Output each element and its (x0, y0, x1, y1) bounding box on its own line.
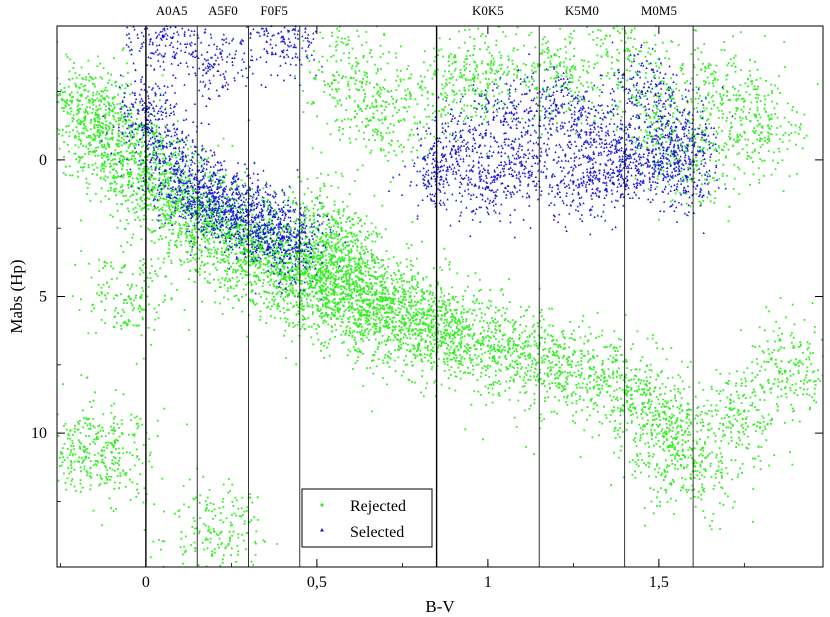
legend-selected-marker (320, 528, 324, 532)
selected-point-1 (161, 144, 165, 148)
rejected-point-12 (281, 265, 285, 268)
rejected-point-25 (555, 363, 558, 367)
rejected-point-44 (83, 445, 86, 449)
y-tick-label-1: 5 (39, 289, 47, 306)
x-tick-label-0: 0 (142, 574, 150, 591)
selected-point-7 (264, 224, 267, 227)
selected-point-9 (295, 246, 298, 249)
rejected-point-37 (555, 76, 558, 80)
rejected-point-41 (315, 226, 319, 230)
rejected-point-19 (401, 317, 404, 320)
rejected-point-46 (213, 530, 216, 533)
x-axis-title: B-V (425, 597, 455, 616)
rejected-point-42 (332, 254, 336, 257)
spectral-divider-lines (145, 26, 694, 567)
band-label-4: K5M0 (565, 3, 599, 18)
selected-point-12 (281, 35, 285, 39)
legend-rejected-marker (320, 503, 324, 507)
rejected-point-5 (161, 183, 165, 186)
rejected-point-31 (657, 117, 661, 121)
x-tick-label-3: 1,5 (649, 574, 669, 591)
rejected-point-29 (674, 437, 678, 440)
selected-point-26 (684, 175, 688, 178)
spectral-band-labels: A0A5 A5F0 F0F5 K0K5 K5M0 M0M5 (156, 3, 677, 18)
rejected-point-33 (725, 90, 729, 93)
selected-point-11 (213, 63, 216, 66)
rejected-point-17 (366, 303, 370, 307)
rejected-point-1 (93, 117, 96, 121)
band-label-3: K0K5 (472, 3, 504, 18)
selected-point-2 (178, 180, 182, 183)
x-tick-label-2: 1 (484, 574, 492, 591)
rejected-point-11 (264, 256, 267, 260)
selected-point-18 (555, 103, 558, 107)
selected-point-10 (161, 35, 165, 39)
selected-point-21 (606, 172, 609, 175)
x-tick-label-1: 0,5 (307, 574, 327, 591)
selected-point-23 (640, 90, 644, 93)
rejected-point-3 (127, 158, 131, 162)
rejected-point-36 (486, 63, 490, 66)
selected-point-4 (213, 199, 216, 203)
rejected-point-0 (76, 98, 79, 102)
legend-rejected-label: Rejected (350, 498, 406, 515)
rejected-point-26 (589, 374, 592, 378)
rejected-point-24 (520, 352, 524, 356)
rejected-point-45 (110, 450, 113, 454)
rejected-point-49 (794, 363, 797, 367)
selected-point-16 (503, 117, 507, 121)
rejected-point-23 (486, 344, 490, 348)
rejected-cloud (56, 25, 824, 568)
rejected-point-6 (178, 199, 182, 203)
y-tick-label-0: 0 (39, 152, 47, 169)
selected-point-8 (281, 235, 285, 238)
selected-point-5 (230, 207, 233, 211)
rejected-point-22 (452, 333, 456, 337)
rejected-point-35 (452, 90, 456, 93)
selected-point-24 (657, 164, 661, 167)
x-axis-ticks: 0 0,5 1 1,5 (60, 26, 745, 591)
rejected-points (56, 25, 824, 568)
rejected-point-18 (384, 311, 387, 315)
rejected-point-40 (384, 117, 387, 121)
band-label-2: F0F5 (260, 3, 287, 18)
selected-point-14 (452, 144, 456, 148)
legend-box (301, 488, 433, 548)
rejected-point-16 (349, 295, 353, 298)
rejected-point-2 (110, 136, 113, 140)
selected-point-15 (486, 185, 490, 189)
y-tick-label-2: 10 (31, 425, 47, 442)
rejected-point-43 (349, 267, 353, 271)
rejected-point-20 (418, 322, 421, 326)
legend-selected-label: Selected (350, 524, 404, 541)
y-axis-ticks: 0 5 10 (31, 91, 823, 502)
rejected-point-14 (315, 281, 319, 285)
legend: Rejected Selected (301, 488, 433, 548)
rejected-point-48 (743, 410, 746, 413)
rejected-point-39 (349, 76, 353, 80)
rejected-point-28 (657, 412, 661, 416)
y-axis-title: Mabs (Hp) (7, 259, 26, 333)
band-label-0: A0A5 (156, 3, 188, 18)
rejected-point-34 (760, 131, 763, 134)
rejected-point-47 (127, 295, 131, 298)
selected-point-19 (572, 180, 575, 183)
selected-point-17 (520, 164, 524, 167)
rejected-point-15 (332, 289, 336, 293)
selected-point-20 (589, 131, 592, 134)
selected-point-25 (674, 125, 678, 129)
band-label-1: A5F0 (208, 3, 238, 18)
band-label-5: M0M5 (641, 3, 677, 18)
